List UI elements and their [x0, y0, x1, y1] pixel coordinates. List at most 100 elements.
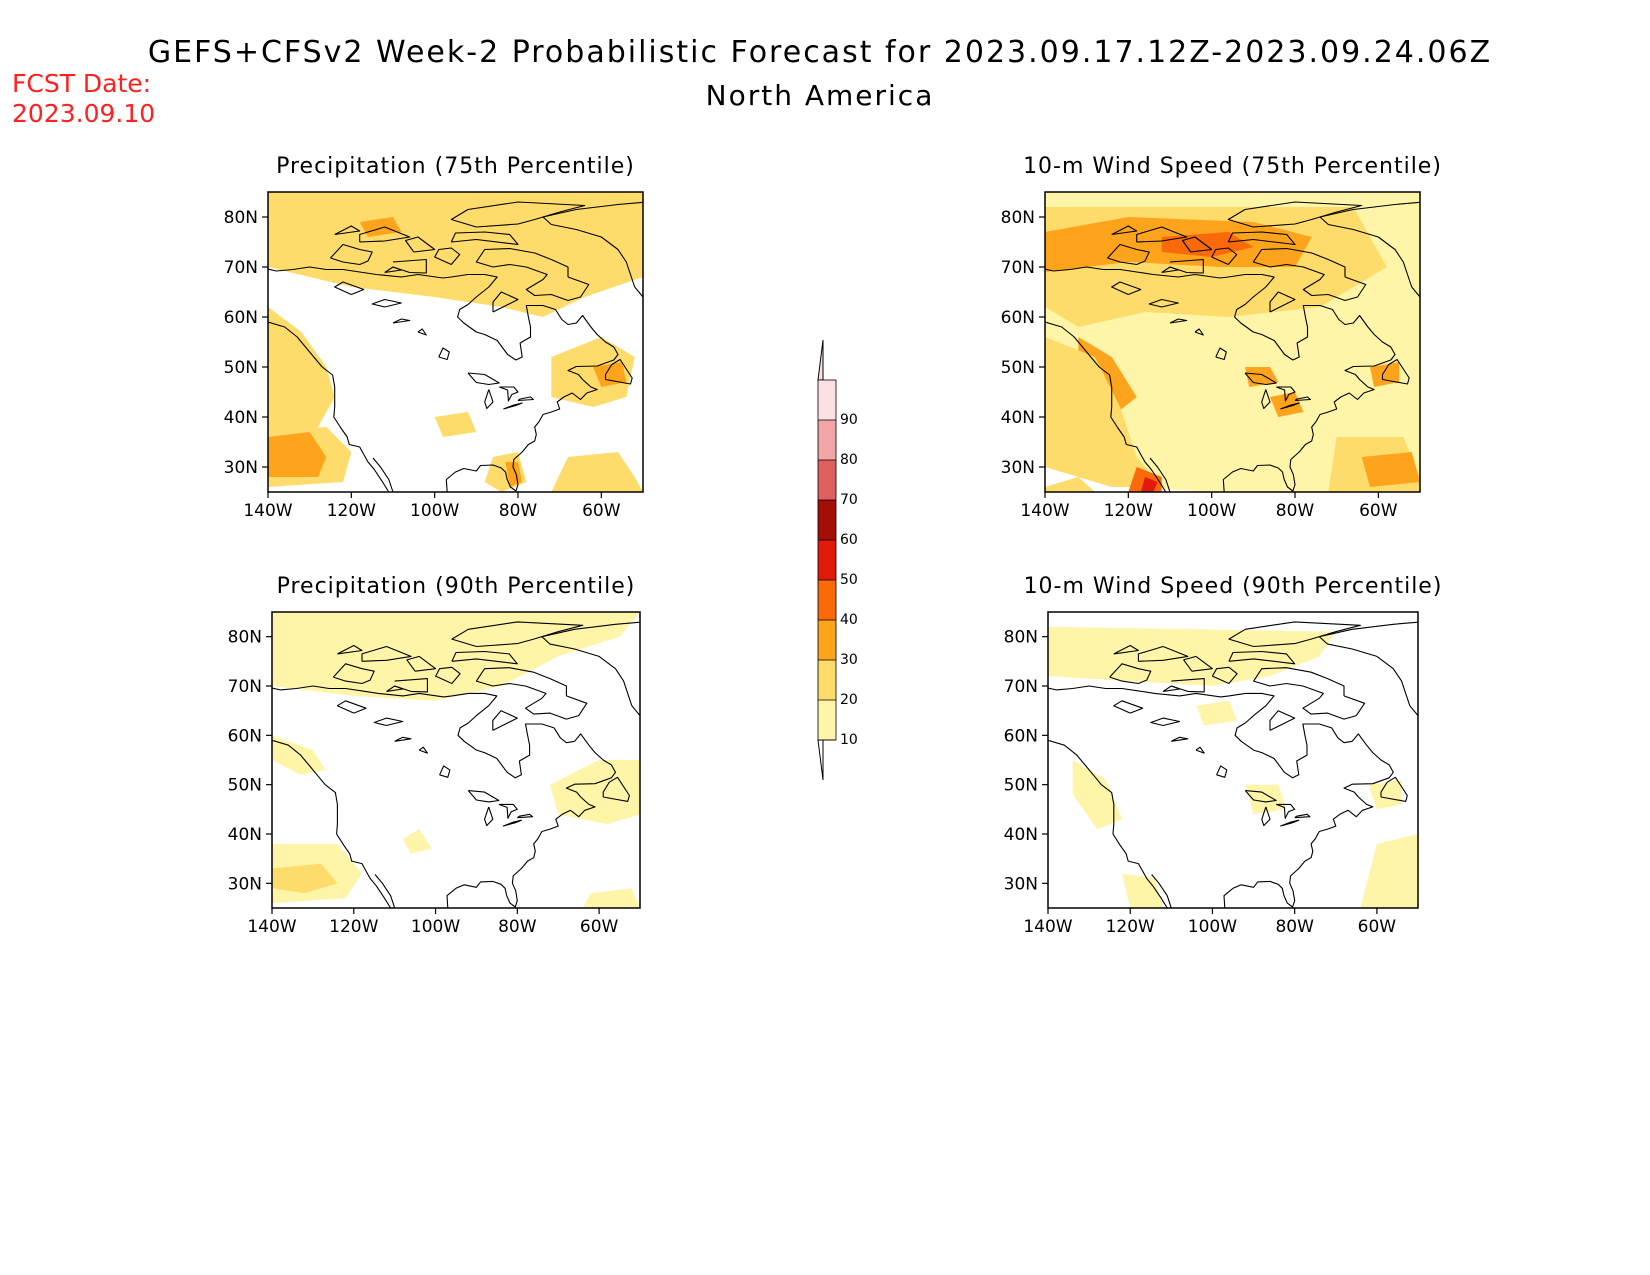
colorbar-label: 30 [840, 652, 858, 668]
coastline [434, 247, 461, 266]
coastline [1261, 389, 1271, 410]
coastline [1228, 650, 1296, 665]
coastline [272, 739, 392, 908]
coastline [1111, 225, 1138, 236]
coastline [1161, 266, 1179, 274]
lat-tick-label: 50N [1001, 358, 1035, 378]
coastline [1113, 700, 1144, 714]
lat-tick-label: 50N [1004, 776, 1038, 796]
probability-shading [1196, 700, 1238, 726]
coastline [439, 765, 451, 778]
coastline [330, 243, 373, 266]
coastline [1111, 281, 1142, 296]
colorbar-segment [818, 580, 836, 620]
coastline [1409, 705, 1418, 718]
coastline [337, 644, 363, 655]
lat-tick-label: 60N [1004, 726, 1038, 746]
coastline [438, 347, 450, 361]
coastline [394, 678, 428, 693]
lon-tick-label: 60W [580, 917, 619, 937]
coastline [384, 266, 402, 274]
lat-tick-label: 70N [1001, 258, 1035, 278]
coastline [1136, 226, 1188, 243]
probability-shading [1045, 477, 1095, 492]
coastline [1171, 736, 1189, 742]
coastline [1181, 236, 1213, 253]
coastline [418, 746, 428, 754]
coastline [332, 663, 375, 685]
lat-tick-label: 40N [228, 825, 262, 845]
lat-tick-label: 30N [228, 874, 262, 894]
probability-shading [1048, 626, 1336, 686]
coastline [1252, 247, 1367, 302]
coastline [1183, 655, 1213, 672]
coastline [1216, 765, 1228, 778]
colorbar-segment [818, 540, 836, 580]
lat-tick-label: 80N [1001, 208, 1035, 228]
coastline [1318, 621, 1418, 706]
coastline [1227, 201, 1363, 228]
lat-tick-label: 50N [228, 776, 262, 796]
lat-tick-label: 80N [228, 628, 262, 648]
coastline [451, 621, 584, 648]
coastline [499, 386, 519, 402]
fcst-date-label: FCST Date: [12, 69, 151, 98]
coastline [1294, 396, 1311, 402]
map-frame [1047, 611, 1419, 909]
coastline [359, 226, 411, 243]
coastline [334, 225, 361, 236]
coastline [435, 666, 461, 685]
coastline [451, 650, 518, 665]
probability-shading [551, 337, 635, 407]
colorbar-segment [818, 660, 836, 700]
coastline [484, 806, 494, 827]
coastline [386, 685, 404, 692]
lon-tick-label: 100W [410, 501, 459, 521]
lat-tick-label: 40N [1004, 825, 1038, 845]
probability-shading [272, 612, 640, 701]
coastline [541, 621, 640, 706]
coastline [1211, 247, 1238, 266]
coastline [450, 231, 519, 246]
lat-tick-label: 30N [1004, 874, 1038, 894]
coastline [1227, 231, 1296, 246]
lat-tick-label: 80N [1004, 628, 1038, 648]
colorbar-segment [818, 460, 836, 500]
coastline [1381, 358, 1410, 385]
colorbar-bottom-arrow [817, 739, 824, 781]
coastline [1253, 667, 1366, 720]
lat-tick-label: 40N [224, 408, 258, 428]
coastline [1169, 318, 1188, 324]
panel-title: 10-m Wind Speed (90th Percentile) [1024, 574, 1443, 599]
probability-shading [1368, 779, 1402, 810]
map-field [1048, 612, 1418, 908]
colorbar-label: 90 [840, 412, 858, 428]
coastline [361, 645, 412, 662]
colorbar-label: 60 [840, 532, 858, 548]
colorbar-segment [818, 500, 836, 540]
coastline [1149, 457, 1171, 492]
coastline [1171, 678, 1205, 693]
coastline [1319, 201, 1420, 288]
coastline [492, 710, 518, 731]
lat-tick-label: 30N [224, 458, 258, 478]
lon-tick-label: 80W [1275, 917, 1314, 937]
panel-title: Precipitation (90th Percentile) [277, 574, 636, 599]
probability-shading [272, 863, 338, 894]
lat-tick-label: 70N [228, 677, 262, 697]
map-field [272, 612, 640, 908]
colorbar-label: 40 [840, 612, 858, 628]
coastline [392, 318, 411, 324]
coastline [336, 700, 367, 714]
coastline [1228, 621, 1361, 648]
probability-shading [505, 462, 523, 487]
coastline [450, 201, 586, 228]
map-field [268, 192, 643, 492]
colorbar-top-arrow [817, 339, 824, 381]
lon-tick-label: 80W [498, 917, 537, 937]
lat-tick-label: 70N [1004, 677, 1038, 697]
probability-shading [1270, 392, 1304, 417]
colorbar-label: 80 [840, 452, 858, 468]
coastline [604, 358, 633, 385]
map-panel-wind-75: 10-m Wind Speed (75th Percentile) 30N 40N 5… [1001, 154, 1441, 521]
